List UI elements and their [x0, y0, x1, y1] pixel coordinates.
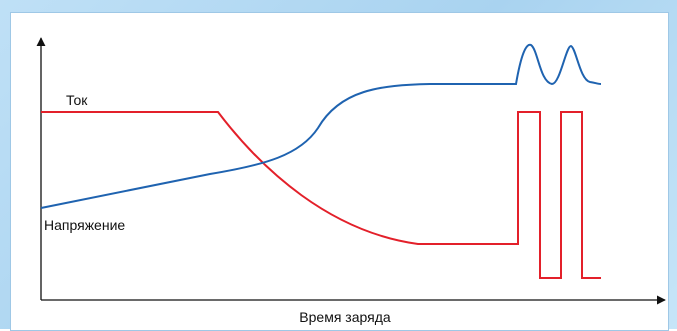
x-axis-label: Время заряда: [299, 309, 391, 325]
voltage-curve: [40, 43, 602, 209]
current-label: Ток: [66, 92, 88, 108]
current-curve: [41, 111, 601, 279]
voltage-label: Напряжение: [44, 217, 125, 233]
